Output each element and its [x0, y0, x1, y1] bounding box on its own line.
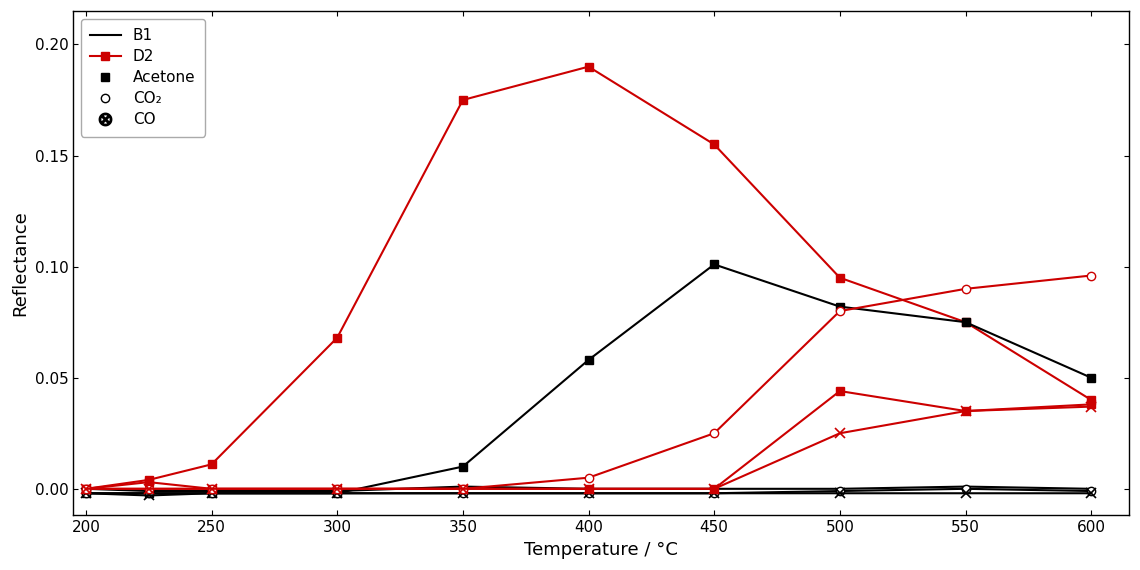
- Y-axis label: Reflectance: Reflectance: [11, 210, 30, 316]
- X-axis label: Temperature / °C: Temperature / °C: [524, 541, 678, 559]
- Legend: B1, D2, Acetone, CO₂, CO: B1, D2, Acetone, CO₂, CO: [81, 19, 205, 137]
